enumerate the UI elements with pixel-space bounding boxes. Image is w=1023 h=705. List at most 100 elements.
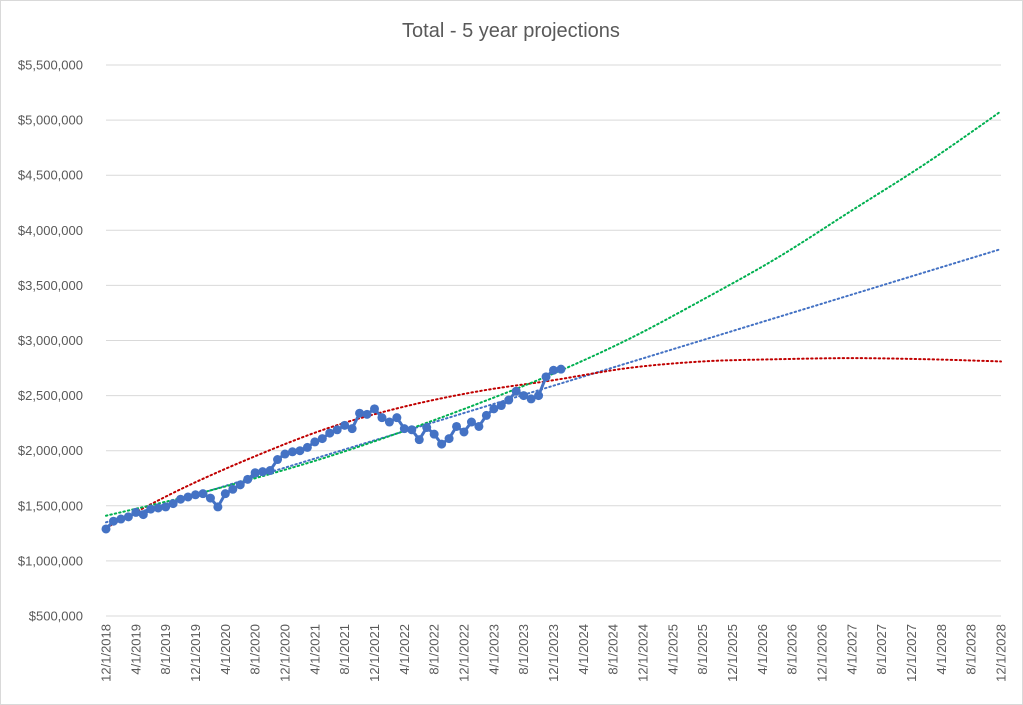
x-tick-label: 4/1/2026 [755,624,770,675]
data-point [280,449,290,459]
data-point [287,447,297,457]
data-point [355,408,365,418]
data-point [146,504,156,514]
data-point [295,446,305,456]
data-point [452,421,462,431]
data-point [534,391,544,401]
x-tick-label: 4/1/2022 [397,624,412,675]
data-point [273,455,283,465]
y-tick-label: $2,000,000 [18,443,83,458]
data-point [437,439,447,449]
data-point [108,516,118,526]
data-point [161,502,171,512]
linear-trend-line [105,248,1002,524]
y-tick-label: $3,500,000 [18,278,83,293]
data-point [504,395,514,405]
data-point [123,512,133,522]
data-point [317,434,327,444]
data-point [235,480,245,490]
data-point [205,493,215,503]
data-point [370,404,379,414]
data-point [414,435,424,445]
x-tick-label: 4/1/2019 [128,624,143,675]
y-tick-label: $4,000,000 [18,223,83,238]
x-tick-label: 12/1/2026 [815,624,830,682]
data-point [489,404,499,414]
x-tick-label: 12/1/2027 [904,624,919,682]
y-tick-label: $1,500,000 [18,498,83,513]
x-tick-label: 4/1/2021 [307,624,322,675]
y-tick-label: $1,000,000 [18,553,83,568]
data-point [444,434,454,444]
x-tick-label: 12/1/2021 [367,624,382,682]
data-point [496,401,506,411]
data-point [541,372,551,382]
x-tick-label: 8/1/2023 [516,624,531,675]
x-tick-label: 4/1/2025 [665,624,680,675]
data-point [153,503,163,513]
data-point [325,428,335,438]
x-tick-label: 4/1/2023 [486,624,501,675]
data-point [466,417,476,427]
data-point [116,514,126,524]
x-tick-label: 12/1/2018 [99,624,114,682]
data-point [384,417,394,427]
data-point [526,394,536,404]
y-tick-label: $500,000 [29,609,83,624]
data-point [519,391,529,401]
x-tick-label: 12/1/2028 [994,624,1009,682]
data-point [250,468,260,478]
x-tick-label: 8/1/2020 [248,624,263,675]
data-point [302,442,312,452]
data-point [332,425,342,435]
data-point [481,410,491,420]
x-tick-label: 8/1/2025 [695,624,710,675]
y-tick-label: $5,000,000 [18,113,83,128]
x-tick-label: 8/1/2026 [785,624,800,675]
x-tick-label: 4/1/2020 [218,624,233,675]
data-point [474,421,484,431]
data-point [101,524,111,534]
data-point [228,484,238,494]
data-point [310,437,320,447]
y-tick-label: $2,500,000 [18,388,83,403]
x-tick-label: 4/1/2024 [576,624,591,675]
data-point [377,413,387,423]
data-point [392,413,402,423]
x-tick-label: 12/1/2025 [725,624,740,682]
x-tick-label: 4/1/2027 [844,624,859,675]
data-point [459,427,469,437]
x-tick-label: 8/1/2022 [427,624,442,675]
data-point [422,423,432,433]
x-tick-label: 12/1/2024 [636,624,651,682]
y-tick-label: $5,500,000 [18,58,83,73]
x-tick-label: 12/1/2020 [278,624,293,682]
data-point [258,467,268,477]
polynomial-trend-line [105,357,1002,529]
data-point [176,494,186,504]
x-tick-label: 8/1/2019 [158,624,173,675]
x-tick-label: 12/1/2019 [188,624,203,682]
data-point [407,425,417,435]
gridlines [106,64,1001,617]
y-tick-label: $3,000,000 [18,333,83,348]
data-point [168,499,178,509]
data-point [220,489,230,499]
trendlines [105,110,1002,529]
data-point [429,429,439,439]
actual-series [101,364,566,534]
data-point [549,365,558,375]
data-point [213,502,223,512]
data-point [340,420,350,430]
chart-title: Total - 5 year projections [402,20,620,42]
x-tick-label: 8/1/2024 [606,624,621,675]
data-point [347,424,357,434]
data-point [243,474,253,484]
y-tick-label: $4,500,000 [18,168,83,183]
data-point [511,386,521,396]
data-point [131,507,141,517]
y-axis-tick-labels: $500,000 $1,000,000 $1,500,000 $2,000,000 $2… [18,58,83,624]
x-tick-label: 8/1/2021 [337,624,352,675]
